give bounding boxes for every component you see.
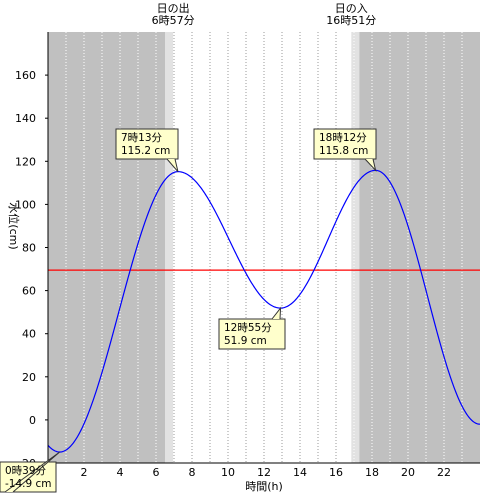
y-tick-label: 20 (22, 371, 36, 384)
callout-level: 115.2 cm (121, 145, 170, 157)
y-tick-label: 140 (15, 112, 36, 125)
callout-box (115, 128, 179, 160)
callout-pointer (271, 306, 282, 320)
x-tick-label: 4 (117, 466, 124, 479)
tick-labels: -200204060801001201401602468101214161820… (15, 69, 451, 479)
y-axis-label: 水位(cm) (7, 202, 21, 249)
x-tick-label: 22 (437, 466, 451, 479)
callout-time: 7時13分 (121, 132, 163, 144)
tide-line (47, 169, 481, 453)
y-tick-label: 40 (22, 328, 36, 341)
callout-pointer (4, 451, 61, 493)
callout-box (313, 128, 377, 160)
x-tick-label: 18 (365, 466, 379, 479)
sunset-time: 16時51分 (326, 14, 376, 27)
y-tick-label: 80 (22, 242, 36, 255)
y-tick-label: 0 (29, 414, 36, 427)
callout-box (218, 318, 286, 350)
extremum-callout: 0時39分-14.9 cm (0, 451, 61, 493)
x-tick-label: 20 (401, 466, 415, 479)
y-tick-label: 120 (15, 155, 36, 168)
y-tick-label: 160 (15, 69, 36, 82)
x-tick-label: 2 (81, 466, 88, 479)
y-tick-label: 100 (15, 198, 36, 211)
daylight-area (173, 32, 352, 463)
callout-time: 18時12分 (319, 132, 367, 144)
x-tick-label: 16 (329, 466, 343, 479)
x-tick-label: 8 (189, 466, 196, 479)
tide-curve (47, 169, 481, 453)
callout-level: 115.8 cm (319, 145, 368, 157)
x-tick-label: 12 (257, 466, 271, 479)
callout-pointer (364, 158, 377, 173)
sunrise-time: 6時57分 (152, 14, 195, 27)
sunset-label: 日の入 16時51分 (326, 2, 376, 27)
sunset-title: 日の入 (335, 2, 368, 15)
x-tick-label: 10 (221, 466, 235, 479)
callout-pointer (166, 158, 179, 172)
x-axis-label: 時間(h) (245, 480, 283, 493)
x-tick-label: 6 (153, 466, 160, 479)
x-tick-label: 14 (293, 466, 307, 479)
callout-level: 51.9 cm (224, 335, 267, 347)
callout-level: -14.9 cm (5, 478, 52, 490)
callout-time: 12時55分 (224, 322, 272, 334)
sunrise-title: 日の出 (157, 1, 190, 15)
day-night-background (48, 32, 480, 463)
y-tick-label: 60 (22, 285, 36, 298)
sunrise-label: 日の出 6時57分 (152, 1, 195, 27)
callout-time: 0時39分 (5, 465, 47, 477)
